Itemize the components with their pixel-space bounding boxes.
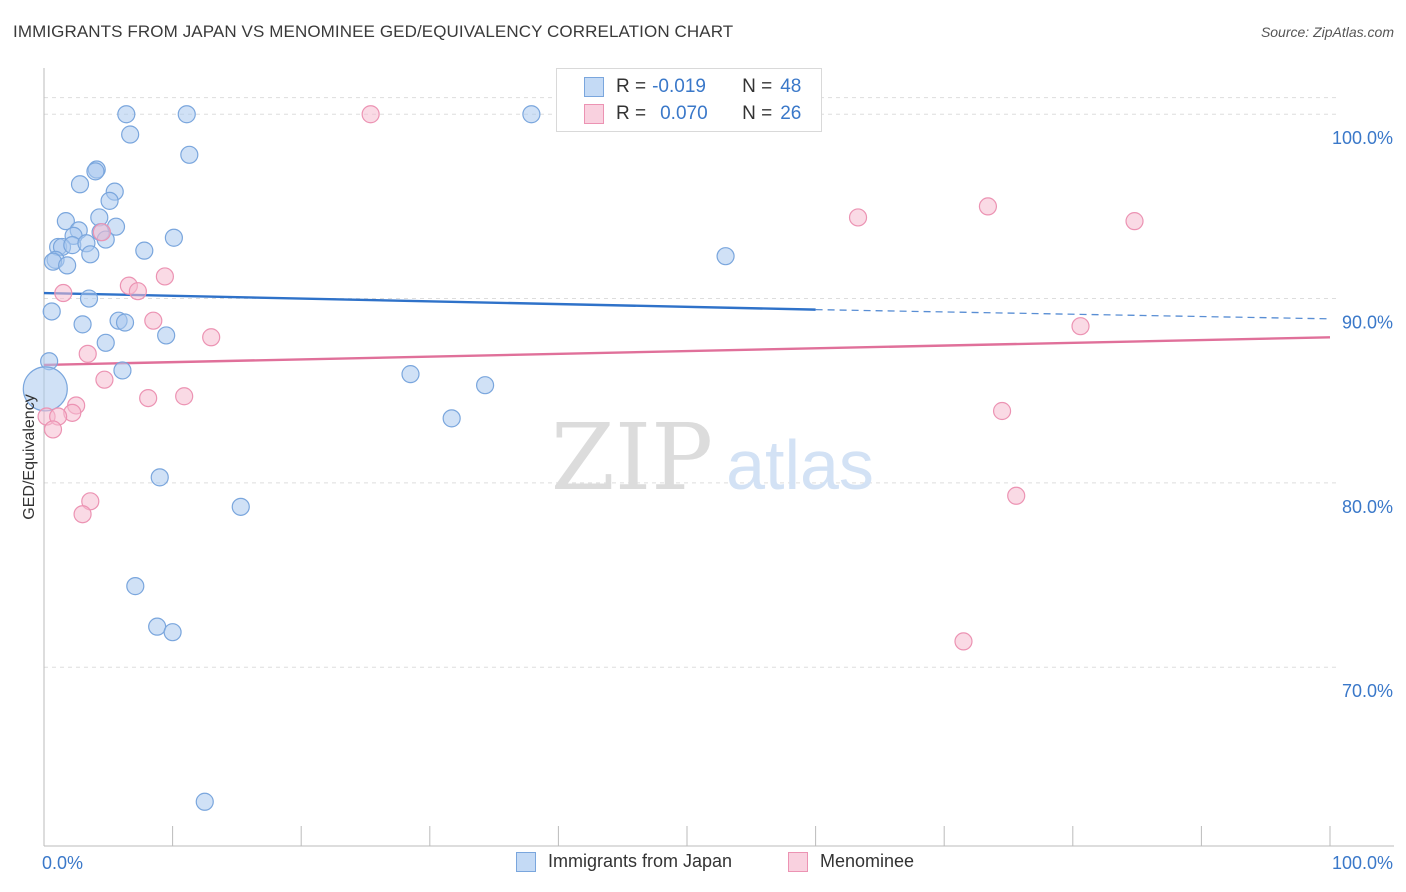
data-point [954,632,973,651]
y-tick-label: 100.0% [1332,128,1393,148]
data-point [56,212,75,231]
data-point [148,617,167,636]
data-point [163,623,182,642]
data-point [475,376,495,395]
data-point [95,370,114,389]
data-point [978,197,998,216]
r-value: -0.019 [652,76,706,97]
trend-line-solid [43,291,816,311]
r-label: R = [616,76,647,97]
r-value: 0.070 [660,103,708,124]
n-label: N = [742,76,773,97]
data-point [121,125,140,144]
legend-item-japan: Immigrants from Japan [516,851,732,872]
data-point [115,313,135,332]
y-tick-label: 90.0% [1342,313,1393,333]
data-point [73,505,92,524]
data-point [128,282,147,301]
tick-labels: 70.0% 80.0% 90.0% 100.0% 0.0% 100.0% [42,128,1393,873]
data-point [401,365,420,384]
n-label: N = [742,103,773,124]
y-tick-label: 80.0% [1342,497,1393,517]
legend-row-menominee: R = 0.070 N = 26 [557,101,801,127]
data-point [1007,486,1026,505]
data-point [96,333,115,352]
data-point [126,577,145,596]
x-tick-label: 100.0% [1332,853,1393,873]
axes [43,68,1394,847]
data-point [81,245,100,264]
legend-swatch-japan [516,851,536,872]
r-label: R = [616,103,647,124]
data-point [195,792,214,811]
data-point [361,105,380,124]
data-point [54,283,73,303]
legend-label-japan: Immigrants from Japan [548,851,733,871]
correlation-legend: R = -0.019 N = 48 R = 0.070 N = 26 [556,68,822,132]
legend-swatch-japan [584,77,604,97]
trend-line-dashed [815,308,1331,320]
y-tick-label: 70.0% [1342,681,1393,701]
y-axis-label: GED/Equivalency [21,394,38,519]
data-point [522,105,541,124]
chart-title: IMMIGRANTS FROM JAPAN VS MENOMINEE GED/E… [13,22,734,41]
data-point [177,105,196,124]
data-point [150,468,169,487]
data-point [78,344,97,363]
legend-swatch-menominee [788,851,808,872]
data-point [157,326,176,345]
data-point [70,175,90,194]
data-point [117,105,136,124]
data-point [73,315,92,334]
data-point [155,267,174,286]
data-point [175,387,194,406]
data-point [144,311,163,330]
trend-line [43,336,1331,367]
data-point [43,420,63,439]
watermark-atlas: atlas [726,426,874,504]
data-point [716,247,735,266]
data-point [135,241,154,260]
data-point [86,162,105,181]
legend-swatch-menominee [584,104,604,124]
x-tick-label: 0.0% [42,853,83,873]
data-point [992,401,1012,421]
watermark-zip: ZIP [551,404,713,511]
data-point [42,302,61,321]
data-point [100,191,119,210]
data-points [22,105,1144,811]
data-point [442,409,461,428]
data-point [231,497,250,516]
watermark: ZIP atlas [551,404,874,511]
data-point [139,388,158,408]
n-value: 48 [780,76,802,97]
data-point [202,328,221,347]
data-point [1071,317,1090,336]
legend-row-japan: R = -0.019 N = 48 [557,74,801,100]
legend-label-menominee: Menominee [820,851,915,871]
data-point [92,223,111,242]
data-point [164,228,183,247]
series-legend: Immigrants from Japan Menominee [0,851,1406,877]
data-point [180,145,199,164]
source-label: Source: ZipAtlas.com [1260,24,1394,40]
gridlines [44,97,1336,668]
data-point [79,289,99,308]
n-value: 26 [780,103,802,124]
legend-item-menominee: Menominee [788,851,914,872]
trend-lines [43,291,1331,367]
data-point [113,361,132,380]
data-point [58,256,77,275]
data-point [848,208,868,227]
data-point [1125,212,1144,231]
